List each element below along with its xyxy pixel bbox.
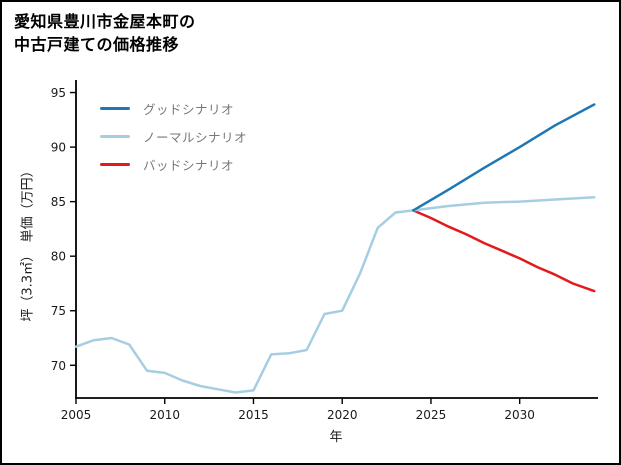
legend-label-normal: ノーマルシナリオ xyxy=(143,129,248,145)
legend-swatch-good-line xyxy=(100,106,130,110)
x-tick-label: 2030 xyxy=(504,408,535,422)
series-line-normal xyxy=(74,196,596,394)
y-tick-label: 90 xyxy=(51,141,66,155)
y-axis-label: 坪（3.3㎡） 単価（万円） xyxy=(20,164,36,322)
legend-item-normal: ノーマルシナリオ xyxy=(100,122,247,150)
x-tick-label: 2005 xyxy=(61,408,92,422)
chart-title-line1: 愛知県豊川市金屋本町の xyxy=(14,12,196,31)
legend-item-good: グッドシナリオ xyxy=(100,94,247,122)
y-tick-label: 75 xyxy=(51,304,66,318)
series-line-bad xyxy=(411,209,596,293)
x-tick-label: 2020 xyxy=(327,408,358,422)
legend-label-bad: バッドシナリオ xyxy=(143,157,235,173)
y-tick-label: 95 xyxy=(51,86,66,100)
x-tick-label: 2015 xyxy=(238,408,269,422)
y-tick-label: 80 xyxy=(51,250,66,264)
x-axis-label: 年 xyxy=(329,430,343,445)
legend-item-bad: バッドシナリオ xyxy=(100,150,247,178)
series-line-good xyxy=(411,103,596,212)
y-tick-label: 70 xyxy=(51,359,66,373)
chart-title-line2: 中古戸建ての価格推移 xyxy=(14,35,180,55)
x-tick-label: 2025 xyxy=(416,408,447,422)
x-tick-label: 2010 xyxy=(149,408,180,422)
legend-swatch-normal-line xyxy=(100,134,130,138)
legend-swatch-bad-line xyxy=(100,162,130,166)
chart-title: 愛知県豊川市金屋本町の 中古戸建ての価格推移 xyxy=(14,10,196,56)
legend-label-good: グッドシナリオ xyxy=(143,101,235,117)
legend: グッドシナリオ ノーマルシナリオ バッドシナリオ xyxy=(100,94,247,178)
y-tick-label: 85 xyxy=(51,195,66,209)
